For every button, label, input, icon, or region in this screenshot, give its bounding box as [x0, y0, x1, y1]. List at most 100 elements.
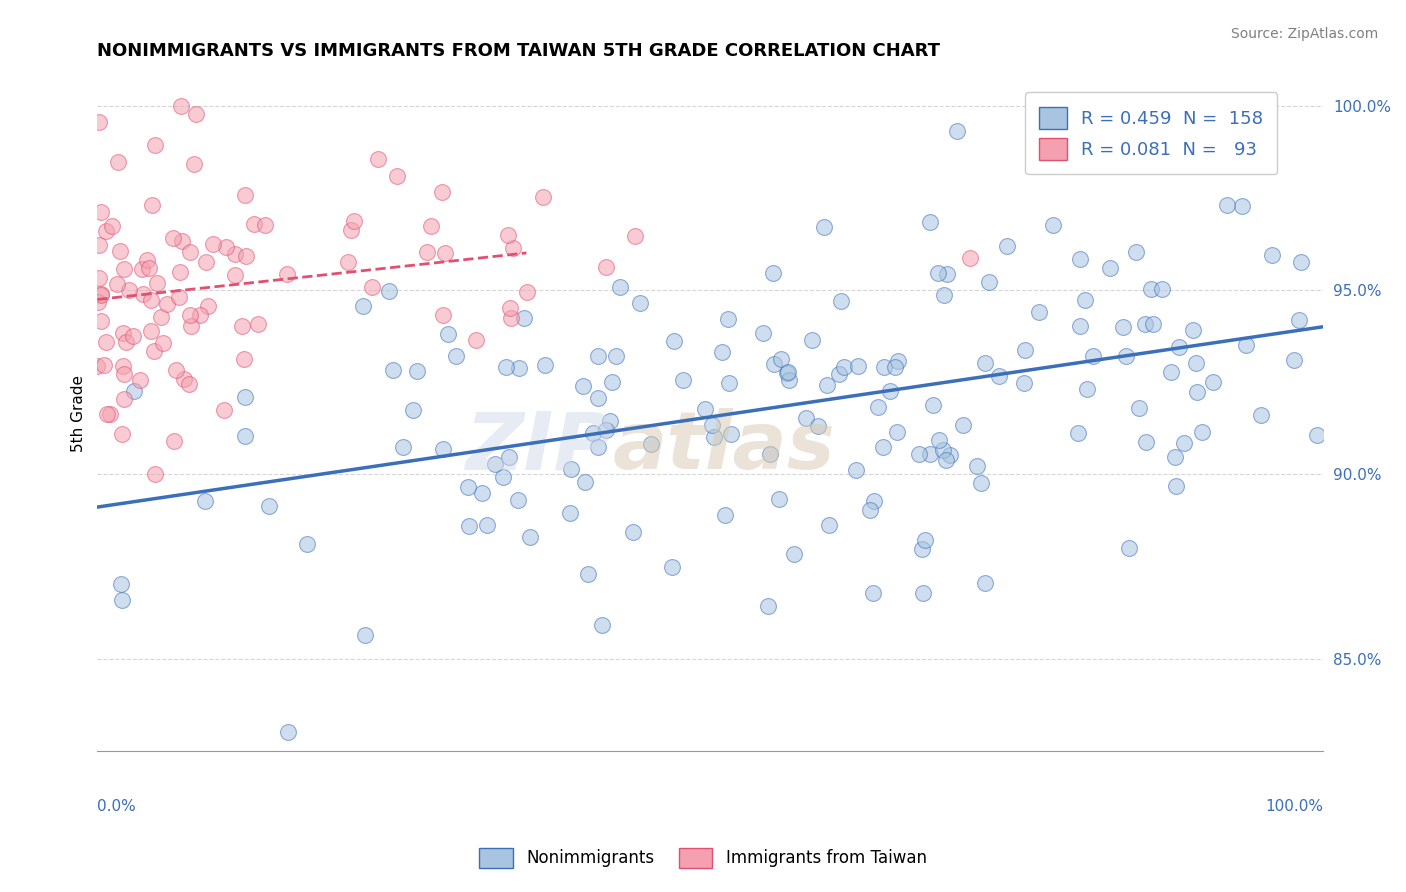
Point [498, 450, 520, 465]
Point [927, 266, 949, 280]
Point [586, 391, 609, 405]
Point [112, 392, 135, 407]
Point [1074, 293, 1097, 308]
Point [560, 462, 582, 476]
Point [879, 384, 901, 398]
Point [458, 519, 481, 533]
Point [873, 360, 896, 375]
Point [233, 429, 256, 443]
Point [908, 447, 931, 461]
Point [1052, 99, 1074, 113]
Point [609, 280, 631, 294]
Point [662, 334, 685, 348]
Point [1260, 248, 1282, 262]
Point [818, 517, 841, 532]
Point [1128, 401, 1150, 416]
Point [128, 373, 150, 387]
Point [156, 297, 179, 311]
Point [621, 525, 644, 540]
Point [776, 366, 799, 380]
Point [918, 215, 941, 229]
Point [406, 364, 429, 378]
Point [515, 285, 537, 299]
Point [235, 249, 257, 263]
Point [93, 358, 115, 372]
Point [1028, 305, 1050, 319]
Point [519, 530, 541, 544]
Point [122, 384, 145, 399]
Point [169, 99, 191, 113]
Point [1184, 356, 1206, 370]
Point [98, 407, 121, 421]
Point [492, 470, 515, 484]
Point [508, 361, 530, 376]
Point [560, 506, 582, 520]
Point [970, 475, 993, 490]
Point [695, 402, 717, 417]
Point [471, 485, 494, 500]
Point [711, 345, 734, 359]
Point [1142, 317, 1164, 331]
Point [623, 229, 645, 244]
Point [194, 493, 217, 508]
Point [90, 287, 112, 301]
Point [714, 508, 737, 523]
Point [111, 592, 134, 607]
Point [146, 276, 169, 290]
Point [94, 335, 117, 350]
Point [863, 493, 886, 508]
Point [94, 224, 117, 238]
Point [1181, 323, 1204, 337]
Text: 0.0%: 0.0% [97, 798, 136, 814]
Legend: R = 0.459  N =  158, R = 0.081  N =   93: R = 0.459 N = 158, R = 0.081 N = 93 [1025, 93, 1278, 174]
Point [195, 255, 218, 269]
Point [235, 390, 257, 404]
Point [628, 296, 651, 310]
Point [832, 359, 855, 374]
Point [858, 502, 880, 516]
Point [928, 433, 950, 447]
Point [1234, 338, 1257, 352]
Point [513, 311, 536, 326]
Point [122, 329, 145, 343]
Point [1012, 376, 1035, 391]
Point [132, 286, 155, 301]
Point [232, 351, 254, 366]
Point [595, 260, 617, 274]
Point [444, 349, 467, 363]
Point [640, 437, 662, 451]
Point [778, 373, 800, 387]
Point [932, 288, 955, 302]
Point [1083, 349, 1105, 363]
Point [86, 359, 108, 374]
Point [96, 407, 118, 421]
Point [90, 204, 112, 219]
Point [110, 577, 132, 591]
Point [887, 353, 910, 368]
Point [136, 253, 159, 268]
Point [700, 417, 723, 432]
Point [966, 459, 988, 474]
Point [131, 262, 153, 277]
Point [1101, 101, 1123, 115]
Point [464, 334, 486, 348]
Point [1232, 199, 1254, 213]
Point [769, 352, 792, 367]
Point [921, 398, 943, 412]
Point [952, 418, 974, 433]
Point [506, 493, 529, 508]
Legend: Nonimmigrants, Immigrants from Taiwan: Nonimmigrants, Immigrants from Taiwan [472, 841, 934, 875]
Point [243, 218, 266, 232]
Point [576, 566, 599, 581]
Point [703, 430, 725, 444]
Point [183, 157, 205, 171]
Point [496, 227, 519, 242]
Point [605, 349, 627, 363]
Text: Source: ZipAtlas.com: Source: ZipAtlas.com [1230, 27, 1378, 41]
Point [1112, 320, 1135, 334]
Point [801, 334, 824, 348]
Point [1115, 350, 1137, 364]
Point [343, 214, 366, 228]
Point [150, 310, 173, 325]
Point [1164, 450, 1187, 465]
